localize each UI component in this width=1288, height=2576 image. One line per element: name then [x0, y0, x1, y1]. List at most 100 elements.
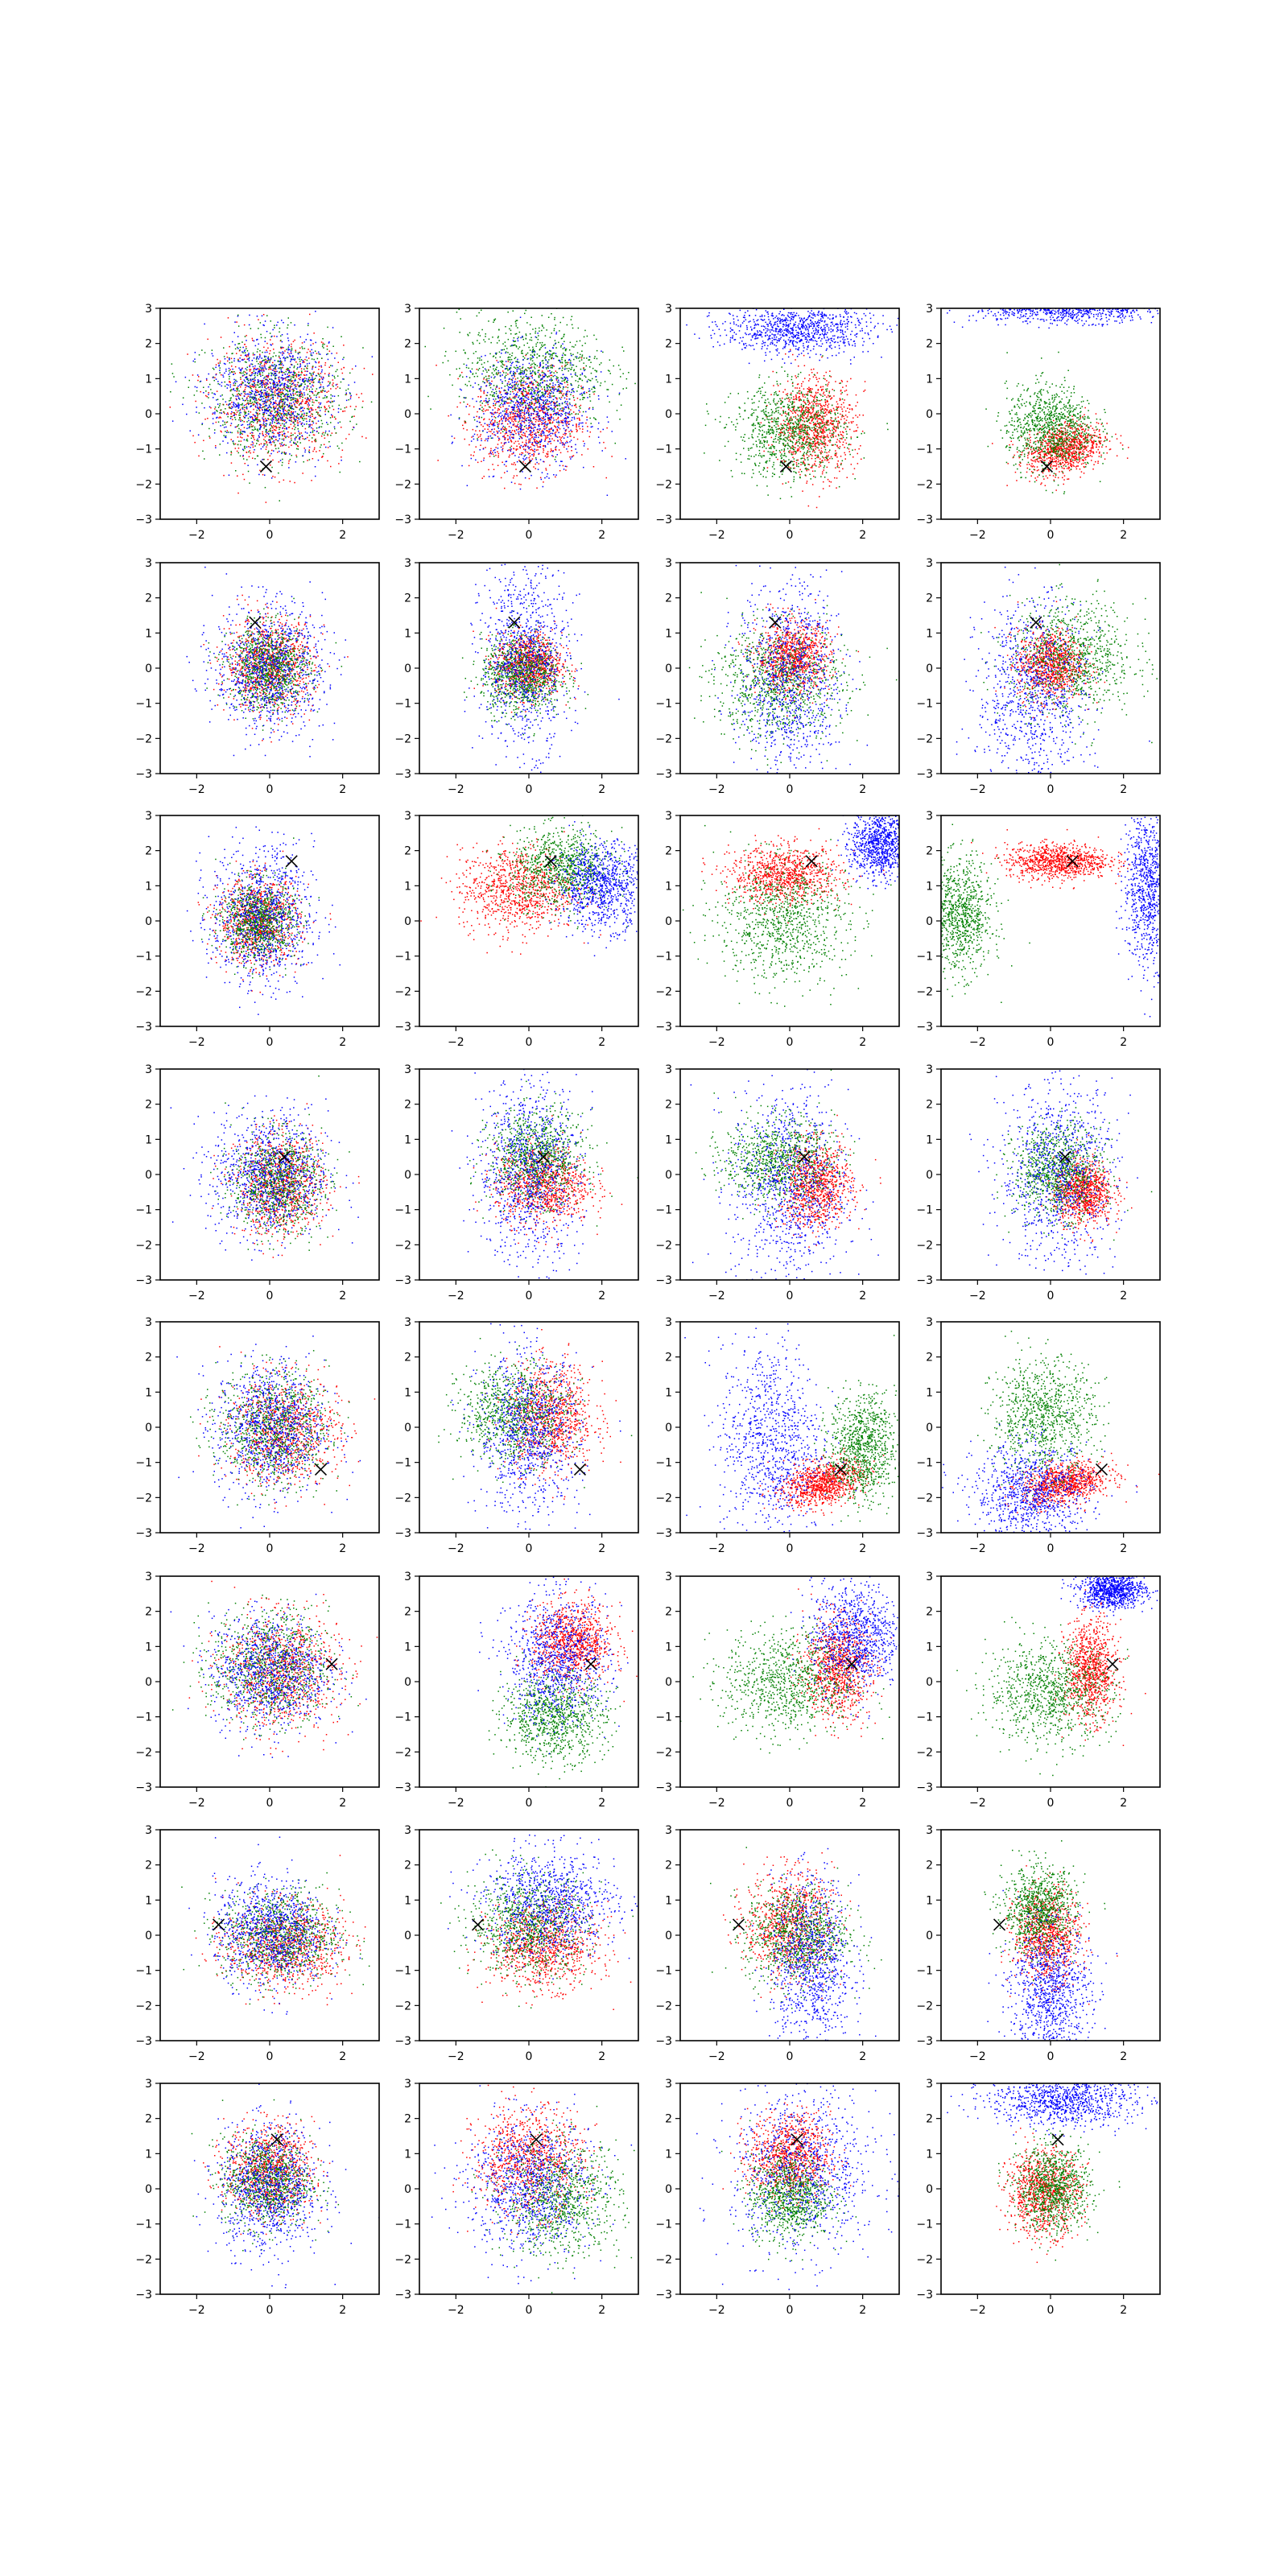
- scatter-point: [255, 385, 257, 386]
- scatter-point: [518, 444, 520, 445]
- scatter-point: [480, 388, 481, 390]
- scatter-point: [309, 383, 311, 385]
- scatter-point: [236, 406, 237, 407]
- scatter-point: [554, 405, 555, 407]
- scatter-point: [203, 387, 204, 389]
- scatter-point: [506, 385, 508, 386]
- scatter-point: [253, 422, 254, 423]
- scatter-point: [249, 324, 250, 326]
- scatter-point: [240, 456, 242, 457]
- scatter-point: [551, 428, 552, 430]
- scatter-point: [253, 384, 254, 386]
- scatter-point: [205, 390, 207, 392]
- scatter-point: [483, 408, 485, 410]
- scatter-point: [315, 351, 316, 353]
- scatter-point: [249, 357, 250, 358]
- scatter-point: [312, 343, 314, 345]
- scatter-point: [555, 324, 556, 326]
- scatter-point: [280, 363, 282, 365]
- scatter-point: [555, 456, 557, 458]
- scatter-point: [214, 380, 216, 382]
- scatter-point: [283, 393, 284, 394]
- scatter-point: [515, 324, 517, 325]
- scatter-point: [292, 389, 294, 390]
- scatter-point: [534, 445, 535, 447]
- scatter-point: [612, 384, 613, 386]
- scatter-point: [298, 374, 299, 376]
- scatter-point: [569, 456, 571, 458]
- scatter-point: [237, 426, 239, 427]
- scatter-point: [307, 437, 308, 439]
- scatter-point: [508, 442, 510, 444]
- scatter-point: [500, 407, 502, 408]
- scatter-point: [489, 456, 491, 457]
- scatter-point: [277, 410, 279, 411]
- scatter-point: [571, 431, 572, 433]
- scatter-point: [551, 380, 552, 382]
- scatter-point: [287, 384, 288, 386]
- scatter-point: [493, 434, 495, 436]
- scatter-point: [547, 456, 549, 457]
- scatter-point: [531, 364, 533, 365]
- scatter-point: [496, 393, 497, 394]
- scatter-point: [533, 419, 535, 420]
- scatter-point: [538, 394, 539, 396]
- scatter-point: [275, 360, 276, 361]
- scatter-point: [579, 406, 580, 407]
- scatter-point: [215, 407, 217, 408]
- scatter-point: [567, 382, 568, 383]
- scatter-point: [558, 427, 559, 429]
- scatter-point: [264, 413, 266, 415]
- scatter-point: [553, 395, 555, 397]
- scatter-point: [581, 357, 583, 359]
- scatter-point: [365, 437, 367, 439]
- scatter-point: [270, 403, 271, 405]
- scatter-point: [312, 407, 313, 409]
- scatter-point: [586, 419, 588, 421]
- scatter-point: [257, 339, 258, 341]
- scatter-point: [244, 421, 246, 423]
- scatter-point: [276, 336, 278, 337]
- scatter-point: [263, 459, 265, 460]
- scatter-point: [279, 432, 280, 434]
- scatter-point: [315, 367, 316, 369]
- scatter-point: [477, 438, 478, 440]
- scatter-point: [579, 410, 580, 411]
- scatter-point: [502, 449, 503, 451]
- scatter-point: [557, 408, 559, 410]
- scatter-point: [519, 438, 521, 440]
- scatter-point: [564, 428, 565, 430]
- scatter-point: [222, 398, 224, 400]
- scatter-point: [343, 357, 345, 358]
- scatter-point: [273, 369, 275, 371]
- scatter-point: [512, 353, 514, 354]
- scatter-point: [261, 390, 262, 391]
- scatter-point: [225, 358, 226, 360]
- scatter-point: [299, 348, 301, 349]
- scatter-point: [240, 432, 242, 434]
- scatter-point: [332, 395, 333, 397]
- scatter-point: [504, 403, 506, 405]
- scatter-point: [528, 392, 530, 394]
- scatter-point: [550, 365, 551, 367]
- scatter-point: [306, 415, 308, 416]
- scatter-point: [266, 411, 267, 412]
- scatter-point: [229, 368, 230, 369]
- scatter-point: [510, 448, 512, 450]
- scatter-point: [326, 408, 328, 410]
- scatter-point: [493, 378, 495, 379]
- scatter-point: [243, 399, 245, 401]
- scatter-point: [520, 402, 522, 404]
- scatter-point: [464, 364, 465, 365]
- scatter-point: [247, 440, 249, 442]
- scatter-point: [532, 347, 534, 349]
- scatter-point: [305, 438, 307, 440]
- scatter-point: [338, 463, 340, 464]
- scatter-point: [267, 361, 269, 363]
- scatter-point: [238, 390, 240, 392]
- scatter-point: [532, 351, 534, 353]
- scatter-point: [562, 369, 564, 371]
- scatter-point: [245, 361, 246, 363]
- scatter-point: [244, 379, 246, 381]
- scatter-point: [565, 401, 567, 402]
